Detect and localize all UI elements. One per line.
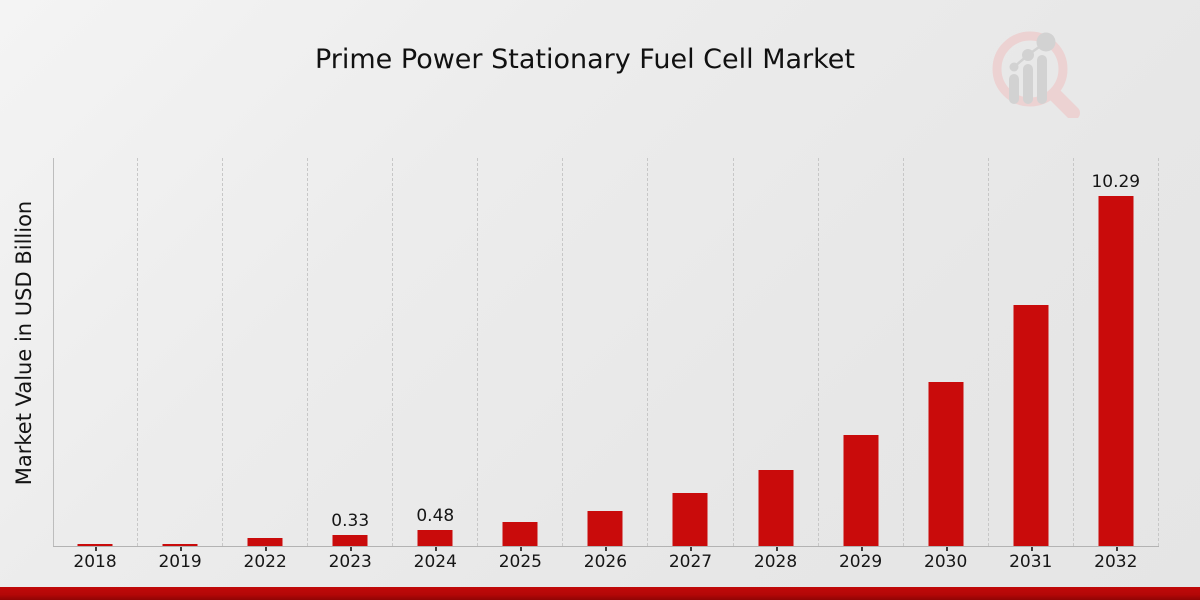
bar-2029: [843, 435, 879, 546]
y-axis-label: Market Value in USD Billion: [12, 200, 36, 486]
x-axis-tick-2028: [775, 547, 778, 551]
category-cell-2025: 2025: [478, 158, 564, 572]
bar-2025: [502, 522, 538, 546]
category-cell-2030: 2030: [904, 158, 989, 572]
bar-2024: [417, 530, 453, 546]
x-axis-tick-2024: [435, 547, 438, 551]
bar-2023: [332, 535, 368, 546]
x-tick-label-2025: 2025: [498, 552, 542, 572]
value-label-2023: 0.33: [331, 511, 370, 531]
x-axis-tick-2031: [1030, 547, 1033, 551]
x-axis-tick-2022: [265, 547, 268, 551]
x-axis-tick-2030: [945, 547, 948, 551]
x-tick-label-2018: 2018: [73, 552, 117, 572]
bar-2032: [1098, 196, 1134, 546]
x-axis-tick-2026: [605, 547, 608, 551]
plot-area: 2018 2019 2022 0.33 2023 0.48 2024 2025 2026 2027…: [53, 158, 1159, 572]
bottom-red-band: [0, 587, 1200, 600]
chart-title: Prime Power Stationary Fuel Cell Market: [314, 44, 856, 75]
category-cell-2027: 2027: [648, 158, 734, 572]
x-axis-line: [53, 546, 1159, 547]
category-cell-2031: 2031: [989, 158, 1074, 572]
category-cell-2026: 2026: [563, 158, 649, 572]
category-cell-2018: 2018: [53, 158, 139, 572]
x-tick-label-2028: 2028: [753, 552, 798, 572]
category-cell-2022: 2022: [223, 158, 309, 572]
x-tick-label-2024: 2024: [413, 552, 457, 572]
x-axis-tick-2023: [350, 547, 353, 551]
bar-2028: [758, 470, 794, 546]
bar-2027: [672, 493, 708, 546]
x-tick-label-2019: 2019: [158, 552, 202, 572]
x-tick-label-2026: 2026: [583, 552, 628, 572]
bar-2022: [247, 538, 283, 546]
value-label-2032: 10.29: [1091, 172, 1141, 192]
category-cell-2023: 0.33 2023: [308, 158, 394, 572]
value-label-2024: 0.48: [416, 506, 455, 526]
x-tick-label-2030: 2030: [924, 552, 968, 572]
bar-2019: [162, 544, 198, 546]
x-tick-label-2032: 2032: [1094, 552, 1138, 572]
x-tick-label-2023: 2023: [328, 552, 372, 572]
bar-2026: [587, 511, 623, 546]
magnifier-bar-chart-watermark-icon: [992, 31, 1080, 118]
x-axis-tick-2025: [520, 547, 523, 551]
x-tick-label-2031: 2031: [1009, 552, 1053, 572]
category-cell-2019: 2019: [138, 158, 224, 572]
category-cells: 2018 2019 2022 0.33 2023 0.48 2024 2025 2026 2027…: [53, 158, 1159, 572]
bar-2018: [77, 544, 113, 546]
category-cell-2032: 10.29 2032: [1074, 158, 1159, 572]
category-cell-2029: 2029: [819, 158, 904, 572]
bar-2031: [1013, 305, 1049, 546]
x-tick-label-2022: 2022: [243, 552, 287, 572]
x-axis-tick-2019: [180, 547, 183, 551]
x-axis-tick-2032: [1115, 547, 1118, 551]
y-axis-line: [53, 158, 54, 546]
x-axis-tick-2018: [95, 547, 98, 551]
bar-2030: [928, 382, 964, 546]
x-axis-tick-2027: [690, 547, 693, 551]
category-cell-2024: 0.48 2024: [393, 158, 479, 572]
x-axis-tick-2029: [860, 547, 863, 551]
x-tick-label-2029: 2029: [838, 552, 883, 572]
category-cell-2028: 2028: [734, 158, 819, 572]
x-tick-label-2027: 2027: [668, 552, 713, 572]
